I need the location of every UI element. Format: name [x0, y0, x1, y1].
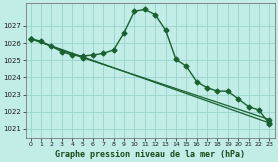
X-axis label: Graphe pression niveau de la mer (hPa): Graphe pression niveau de la mer (hPa)	[55, 150, 245, 159]
